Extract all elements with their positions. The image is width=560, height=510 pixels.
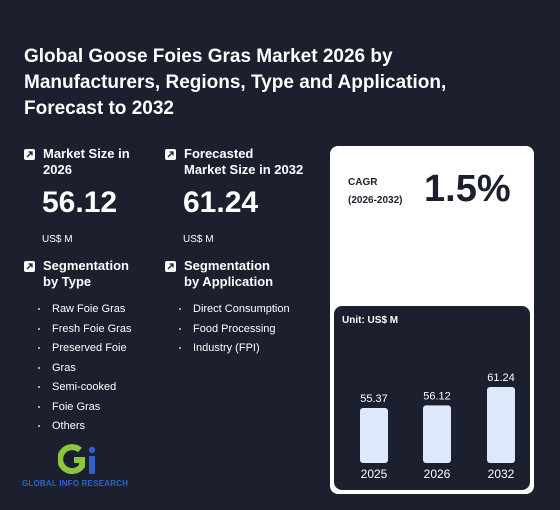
market-size-unit: US$ M [42, 234, 73, 245]
cagr-card: CAGR (2026-2032) 1.5% Unit: US$ M 55.37 2… [330, 146, 534, 494]
market-size-year: 2026 [43, 162, 72, 177]
forecast-size-block: Forecasted Market Size in 2032 61.24 US$… [165, 146, 303, 245]
segmentation-type-list: Raw Foie Gras Fresh Foie Gras Preserved … [34, 300, 154, 437]
bar-value-label: 56.12 [423, 390, 451, 402]
forecast-size-year: Market Size in 2032 [184, 162, 304, 177]
list-item: Fresh Foie Gras [34, 320, 154, 340]
bar-value-label: 55.37 [360, 393, 388, 405]
bar-2025 [360, 408, 388, 463]
segmentation-application-sub: by Application [184, 274, 274, 289]
cagr-label-line1: CAGR [348, 177, 378, 188]
forecast-size-label: Forecasted [184, 146, 254, 161]
arrow-icon [165, 261, 176, 272]
cagr-label: CAGR (2026-2032) [348, 174, 402, 210]
list-item: Food Processing [175, 320, 315, 340]
list-item: Direct Consumption [175, 300, 315, 320]
cagr-label-line2: (2026-2032) [348, 195, 403, 206]
logo-text: GLOBAL INFO RESEARCH [22, 479, 129, 488]
category-label: 2026 [424, 467, 451, 481]
segmentation-application-label: Segmentation [184, 258, 270, 273]
segmentation-type-block: Segmentation by Type Raw Foie Gras Fresh… [24, 258, 154, 437]
segmentation-application-block: Segmentation by Application Direct Consu… [165, 258, 315, 359]
list-item: Raw Foie Gras [34, 300, 154, 320]
logo-icon [58, 444, 96, 475]
page-title: Global Goose Foies Gras Market 2026 by M… [24, 46, 447, 119]
category-label: 2025 [361, 467, 388, 481]
forecast-size-value: 61.24 [183, 186, 259, 219]
company-logo: GLOBAL INFO RESEARCH [22, 444, 142, 492]
list-item-continued: Foie Gras [34, 398, 154, 418]
segmentation-application-list: Direct Consumption Food Processing Indus… [175, 300, 315, 359]
list-item: Others [34, 417, 154, 437]
category-label: 2032 [488, 467, 515, 481]
arrow-icon [24, 261, 35, 272]
bar-2032 [487, 387, 515, 463]
cagr-value: 1.5% [424, 168, 511, 210]
list-item: Semi-cooked [34, 378, 154, 398]
bar-2026 [423, 405, 451, 463]
market-size-label: Market Size in [43, 146, 130, 161]
list-item-continued: Gras [34, 359, 154, 379]
list-item-continued: Industry (FPI) [175, 339, 315, 359]
market-size-value: 56.12 [42, 186, 118, 219]
chart-unit-label: Unit: US$ M [342, 315, 399, 326]
bar-value-label: 61.24 [487, 372, 515, 384]
arrow-icon [165, 149, 176, 160]
list-item: Preserved Foie [34, 339, 154, 359]
watermark [338, 186, 347, 201]
arrow-icon [24, 149, 35, 160]
market-size-block: Market Size in 2026 56.12 US$ M [24, 146, 130, 245]
segmentation-type-sub: by Type [43, 274, 92, 289]
segmentation-type-label: Segmentation [43, 258, 129, 273]
bar-chart-panel: Unit: US$ M 55.37 2025 56.12 2026 61.24 2032 [334, 306, 530, 490]
forecast-size-unit: US$ M [183, 234, 214, 245]
bar-chart: 55.37 2025 56.12 2026 61.24 2032 [360, 372, 515, 481]
